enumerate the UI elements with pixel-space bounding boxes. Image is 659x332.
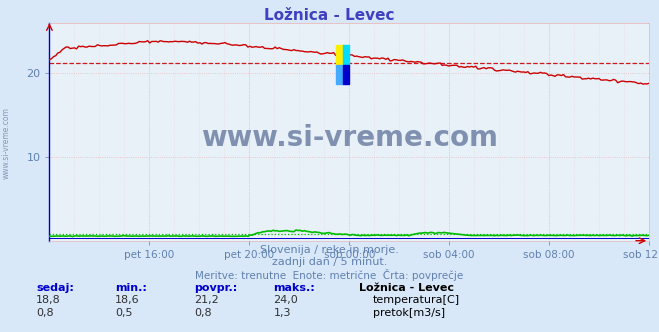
Text: povpr.:: povpr.: [194, 283, 238, 293]
Text: 0,8: 0,8 [194, 308, 212, 318]
Text: 1,3: 1,3 [273, 308, 291, 318]
Bar [336, 45, 343, 64]
Text: 18,6: 18,6 [115, 295, 140, 305]
Text: pretok[m3/s]: pretok[m3/s] [373, 308, 445, 318]
Text: www.si-vreme.com: www.si-vreme.com [2, 107, 11, 179]
Bar [343, 64, 349, 84]
Text: www.si-vreme.com: www.si-vreme.com [201, 124, 498, 152]
Text: Slovenija / reke in morje.: Slovenija / reke in morje. [260, 245, 399, 255]
Bar [343, 45, 349, 64]
Text: 0,8: 0,8 [36, 308, 54, 318]
Text: 0,5: 0,5 [115, 308, 133, 318]
Bar [336, 64, 343, 84]
Text: maks.:: maks.: [273, 283, 315, 293]
Text: min.:: min.: [115, 283, 147, 293]
Text: Ložnica - Levec: Ložnica - Levec [264, 8, 395, 23]
Text: Ložnica - Levec: Ložnica - Levec [359, 283, 454, 293]
Text: sedaj:: sedaj: [36, 283, 74, 293]
Text: temperatura[C]: temperatura[C] [373, 295, 460, 305]
Text: Meritve: trenutne  Enote: metrične  Črta: povprečje: Meritve: trenutne Enote: metrične Črta: … [195, 269, 464, 281]
Text: 24,0: 24,0 [273, 295, 299, 305]
Text: 18,8: 18,8 [36, 295, 61, 305]
Text: 21,2: 21,2 [194, 295, 219, 305]
Text: zadnji dan / 5 minut.: zadnji dan / 5 minut. [272, 257, 387, 267]
